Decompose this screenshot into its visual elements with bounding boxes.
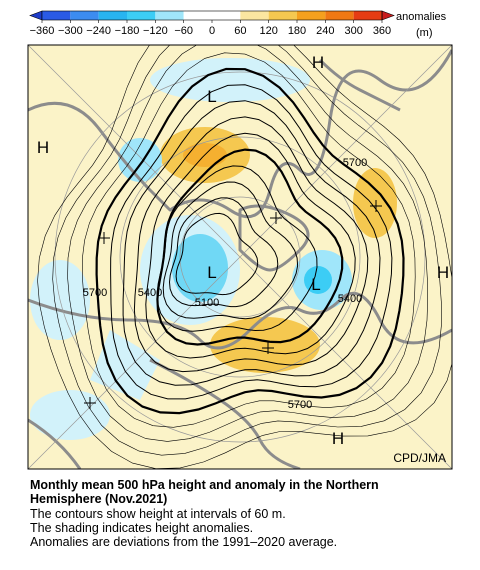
cross-markers	[84, 200, 382, 409]
contour	[52, 45, 442, 456]
positive-anomaly	[353, 168, 397, 238]
colorbar-title: anomalies	[396, 11, 447, 23]
caption-title: Hemisphere (Nov.2021)	[30, 492, 168, 506]
colorbar-segment	[240, 11, 269, 20]
caption-title: Monthly mean 500 hPa height and anomaly …	[30, 478, 379, 492]
high-label: H	[437, 263, 449, 282]
colorbar-segment	[127, 11, 156, 20]
colorbar-tick-label: −60	[174, 25, 193, 37]
contour-label: 5400	[338, 293, 362, 305]
latitude-circle	[179, 196, 301, 318]
colorbar-tick-label: 360	[373, 25, 391, 37]
colorbar-segment	[98, 11, 127, 20]
colorbar-segment	[155, 11, 184, 20]
colorbar-unit: (m)	[416, 27, 433, 39]
contour	[156, 148, 344, 346]
coastline	[28, 418, 82, 469]
colorbar-tick-label: 300	[344, 25, 362, 37]
colorbar-segment	[183, 11, 212, 20]
contour	[162, 181, 299, 320]
contour	[175, 212, 259, 296]
colorbar-segment	[325, 11, 354, 20]
contour	[110, 84, 393, 400]
low-label: L	[207, 87, 216, 106]
colorbar-segment	[212, 11, 241, 20]
contour	[81, 52, 416, 428]
colorbar-tick-label: 120	[259, 25, 277, 37]
colorbar-segment	[42, 11, 71, 20]
credit: CPD/JMA	[393, 451, 446, 465]
contour	[145, 132, 356, 359]
contour-label: 5700	[288, 399, 312, 411]
contour-label: 5400	[138, 287, 162, 299]
latitude-circle	[119, 136, 361, 378]
colorbar-tick-label: −300	[58, 25, 83, 37]
positive-anomaly	[210, 317, 320, 373]
colorbar-tick-label: 180	[288, 25, 306, 37]
colorbar: anomalies (m) −360 −300 −240 −180 −120 −60 0 60…	[29, 10, 447, 39]
high-label: H	[312, 53, 324, 72]
latitude-circle	[54, 71, 426, 443]
contour-label: 5700	[343, 157, 367, 169]
colorbar-tick-label: 0	[209, 25, 215, 37]
contour	[168, 197, 279, 308]
colorbar-segment	[297, 11, 326, 20]
colorbar-segment	[353, 11, 382, 20]
centers	[84, 200, 382, 409]
colorbar-tick-label: −120	[143, 25, 168, 37]
coastline	[318, 58, 401, 112]
low-label: L	[311, 275, 320, 294]
map: H H H H L L L 5700 5700 5700 5400 5400 5…	[27, 44, 453, 470]
high-label: H	[37, 138, 49, 157]
negative-anomaly	[172, 234, 228, 302]
caption-note: The shading indicates height anomalies.	[30, 521, 254, 535]
negative-anomaly	[150, 58, 310, 102]
meridian	[28, 45, 452, 469]
contour	[122, 100, 381, 386]
contour	[95, 67, 405, 415]
coastline	[238, 204, 310, 272]
colorbar-tick-label: 240	[316, 25, 334, 37]
colorbar-tick-label: −180	[115, 25, 140, 37]
contour	[133, 116, 369, 373]
high-label: H	[332, 429, 344, 448]
contour	[37, 45, 452, 469]
colorbar-tick-label: −240	[86, 25, 111, 37]
map-frame	[27, 44, 453, 470]
colorbar-tick-label: 60	[234, 25, 246, 37]
negative-anomaly	[90, 330, 160, 400]
contour-label: 5100	[195, 297, 219, 309]
height-contours	[37, 45, 452, 469]
contour	[67, 45, 429, 442]
colorbar-segment	[70, 11, 99, 20]
colorbar-tick-label: −360	[30, 25, 55, 37]
caption-note: The contours show height at intervals of…	[30, 507, 286, 521]
caption-note: Anomalies are deviations from the 1991–2…	[30, 535, 338, 549]
coastline	[28, 291, 452, 350]
low-label: L	[207, 263, 216, 282]
contour-label: 5700	[83, 287, 107, 299]
graticule	[28, 45, 452, 469]
colorbar-segment	[268, 11, 297, 20]
